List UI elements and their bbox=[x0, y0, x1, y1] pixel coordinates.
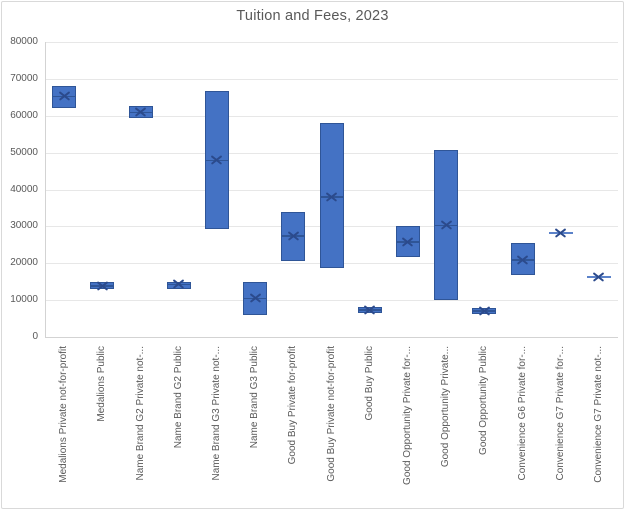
mean-x-marker bbox=[479, 305, 490, 316]
y-tick-label: 40000 bbox=[10, 183, 38, 195]
x-category-label: Name Brand G2 Private not-... bbox=[134, 346, 146, 481]
y-tick-label: 80000 bbox=[10, 36, 38, 47]
x-axis-line bbox=[45, 337, 618, 338]
mean-x-marker bbox=[173, 279, 184, 290]
mean-x-marker bbox=[593, 271, 604, 282]
gridline bbox=[45, 300, 618, 302]
mean-x-marker bbox=[364, 304, 375, 315]
x-category-label: Medalions Public bbox=[96, 346, 108, 422]
gridline bbox=[45, 42, 618, 43]
x-category-label: Good Buy Private not-for-profit bbox=[325, 346, 337, 482]
y-tick-label: 0 bbox=[32, 331, 38, 342]
x-category-label: Convenience G7 Private not-... bbox=[592, 346, 604, 483]
x-category-label: Name Brand G2 Public bbox=[172, 346, 184, 449]
mean-x-marker bbox=[211, 155, 222, 166]
x-category-label: Good Opportunity Private... bbox=[440, 346, 452, 468]
mean-x-marker bbox=[402, 236, 413, 247]
x-category-label: Convenience G7 Private for-... bbox=[554, 346, 566, 481]
x-category-label: Good Opportunity Public bbox=[478, 346, 490, 455]
x-category-label: Medalions Private not-for-profit bbox=[58, 346, 70, 483]
mean-x-marker bbox=[288, 230, 299, 241]
chart-title: Tuition and Fees, 2023 bbox=[236, 8, 389, 24]
y-tick-label: 20000 bbox=[10, 257, 38, 269]
y-tick-label: 10000 bbox=[10, 294, 38, 306]
y-tick-label: 60000 bbox=[10, 109, 38, 121]
mean-x-marker bbox=[59, 91, 70, 102]
y-tick-label: 70000 bbox=[10, 72, 38, 84]
x-category-label: Good Buy Public bbox=[363, 346, 375, 421]
x-category-label: Convenience G6 Private for-... bbox=[516, 346, 528, 481]
mean-x-marker bbox=[555, 228, 566, 239]
gridline bbox=[45, 78, 618, 80]
mean-x-marker bbox=[517, 254, 528, 265]
x-category-label: Good Buy Private for-profit bbox=[287, 346, 299, 465]
gridline bbox=[45, 115, 618, 117]
y-axis-line bbox=[45, 42, 46, 337]
x-category-label: Name Brand G3 Private not-... bbox=[210, 346, 222, 481]
x-category-label: Name Brand G3 Public bbox=[249, 346, 261, 449]
mean-x-marker bbox=[326, 191, 337, 202]
mean-x-marker bbox=[97, 280, 108, 291]
mean-x-marker bbox=[135, 107, 146, 118]
mean-x-marker bbox=[250, 293, 261, 304]
y-tick-label: 50000 bbox=[10, 146, 38, 158]
mean-x-marker bbox=[441, 220, 452, 231]
x-category-label: Good Opportunity Private for-... bbox=[401, 346, 413, 485]
y-tick-label: 30000 bbox=[10, 220, 38, 232]
